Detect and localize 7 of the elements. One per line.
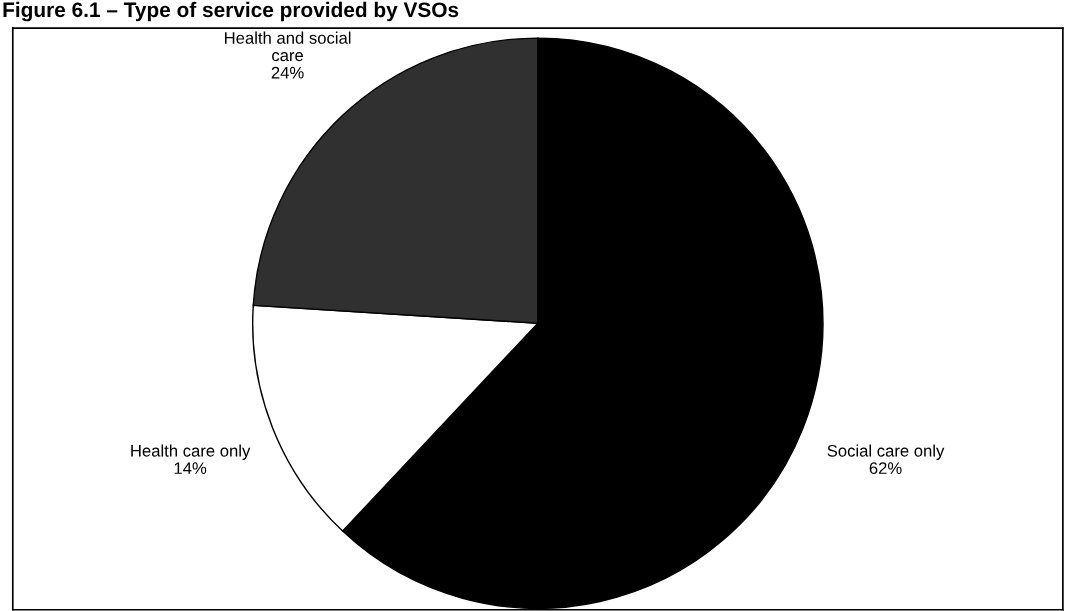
data-label: 14% bbox=[174, 462, 207, 474]
data-label: 62% bbox=[869, 462, 902, 475]
slice-label: Health care only bbox=[131, 444, 251, 460]
slice-label: Health and social care bbox=[225, 31, 351, 62]
data-label: 24% bbox=[271, 66, 304, 79]
slice-label: Social care only bbox=[827, 444, 945, 460]
chart-title: Figure 6.1 – Type of service provided by VSOs bbox=[3, 1, 459, 22]
